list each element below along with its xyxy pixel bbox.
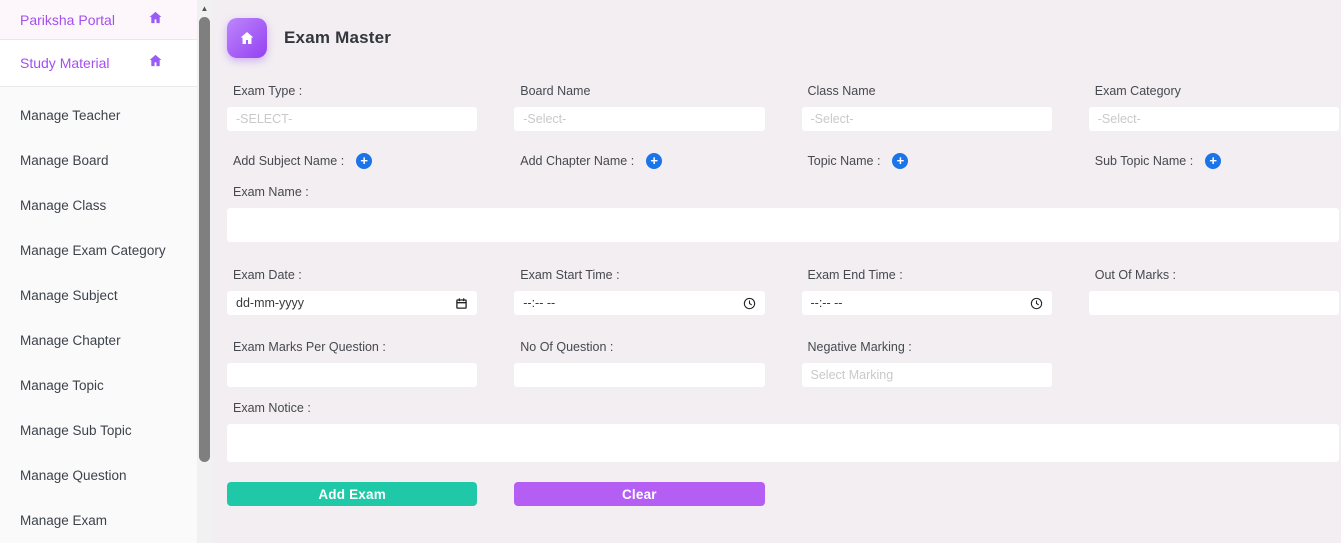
scrollbar-thumb[interactable] (199, 17, 210, 462)
clock-icon[interactable] (1030, 297, 1043, 310)
add-subject-plus-icon[interactable]: + (356, 153, 373, 169)
exam-date-label: Exam Date : (233, 268, 302, 282)
out-of-marks-input[interactable] (1088, 291, 1339, 315)
sidebar: Pariksha Portal Study Material Manage Te… (0, 0, 197, 543)
sidebar-item-manage-exam[interactable]: Manage Exam (20, 513, 108, 528)
field-negative-marking: Negative Marking : (801, 340, 1052, 387)
clock-icon[interactable] (743, 297, 756, 310)
page-title: Exam Master (284, 28, 392, 47)
marks-per-question-input[interactable] (227, 363, 478, 387)
sidebar-scrollbar[interactable]: ▲ (197, 0, 212, 543)
field-sub-topic-name: Sub Topic Name : + (1089, 153, 1339, 169)
exam-start-time-value: --:-- -- (523, 296, 556, 310)
sub-topic-name-label: Sub Topic Name : (1094, 154, 1194, 168)
out-of-marks-label: Out Of Marks : (1094, 268, 1177, 282)
home-icon (148, 53, 163, 73)
empty-cell (802, 482, 1052, 506)
exam-type-select[interactable] (227, 107, 478, 131)
sidebar-item-manage-board[interactable]: Manage Board (20, 153, 109, 168)
exam-name-label: Exam Name : (233, 185, 309, 199)
exam-end-time-value: --:-- -- (810, 296, 843, 310)
sidebar-item-manage-sub-topic[interactable]: Manage Sub Topic (20, 423, 132, 438)
topic-name-label: Topic Name : (807, 154, 881, 168)
sidebar-item-manage-chapter[interactable]: Manage Chapter (20, 333, 121, 348)
sidebar-item-manage-subject[interactable]: Manage Subject (20, 288, 118, 303)
field-no-of-question: No Of Question : (514, 340, 765, 387)
field-topic-name: Topic Name : + (802, 153, 1052, 169)
page-header: Exam Master (227, 18, 1339, 58)
exam-end-time-input[interactable]: --:-- -- (801, 291, 1052, 315)
field-exam-category: Exam Category (1088, 84, 1339, 131)
row-date-time: Exam Date : dd-mm-yyyy Exam Start Time :… (227, 268, 1339, 315)
add-topic-plus-icon[interactable]: + (892, 153, 909, 169)
exam-end-time-label: Exam End Time : (807, 268, 903, 282)
field-class-name: Class Name (801, 84, 1052, 131)
no-of-question-input[interactable] (514, 363, 765, 387)
empty-cell (1089, 340, 1339, 387)
sidebar-item-pariksha-portal[interactable]: Pariksha Portal (0, 0, 197, 41)
main-content: Exam Master Exam Type : Board Name Class… (212, 0, 1341, 543)
no-of-question-label: No Of Question : (520, 340, 614, 354)
home-icon (227, 18, 267, 58)
sidebar-item-manage-teacher[interactable]: Manage Teacher (20, 108, 121, 123)
calendar-icon[interactable] (455, 297, 468, 310)
field-add-subject: Add Subject Name : + (227, 153, 477, 169)
sidebar-item-manage-topic[interactable]: Manage Topic (20, 378, 104, 393)
exam-category-label: Exam Category (1094, 84, 1181, 98)
add-sub-topic-plus-icon[interactable]: + (1205, 153, 1222, 169)
field-exam-notice: Exam Notice : (227, 401, 1339, 462)
field-exam-start-time: Exam Start Time : --:-- -- (514, 268, 765, 315)
add-chapter-label: Add Chapter Name : (520, 154, 635, 168)
exam-notice-input[interactable] (227, 424, 1339, 462)
exam-notice-label: Exam Notice : (233, 401, 311, 415)
add-chapter-plus-icon[interactable]: + (646, 153, 663, 169)
sidebar-item-label: Study Material (20, 55, 110, 72)
exam-date-input[interactable]: dd-mm-yyyy (227, 291, 478, 315)
field-exam-date: Exam Date : dd-mm-yyyy (227, 268, 478, 315)
board-name-label: Board Name (520, 84, 591, 98)
field-exam-name: Exam Name : (227, 185, 1339, 242)
empty-cell (1089, 482, 1339, 506)
exam-category-select[interactable] (1088, 107, 1339, 131)
board-name-select[interactable] (514, 107, 765, 131)
sidebar-item-study-material[interactable]: Study Material (0, 40, 197, 87)
add-exam-button[interactable]: Add Exam (227, 482, 478, 506)
marks-per-question-label: Exam Marks Per Question : (233, 340, 386, 354)
clear-button[interactable]: Clear (514, 482, 765, 506)
sidebar-item-manage-exam-category[interactable]: Manage Exam Category (20, 243, 166, 258)
row-buttons: Add Exam Clear (227, 482, 1339, 506)
exam-start-time-label: Exam Start Time : (520, 268, 620, 282)
exam-name-input[interactable] (227, 208, 1339, 242)
field-add-chapter: Add Chapter Name : + (514, 153, 764, 169)
field-board-name: Board Name (514, 84, 765, 131)
class-name-select[interactable] (801, 107, 1052, 131)
exam-type-label: Exam Type : (233, 84, 303, 98)
row-select-fields: Exam Type : Board Name Class Name Exam C… (227, 84, 1339, 131)
sidebar-menu: Manage Teacher Manage Board Manage Class… (0, 87, 197, 543)
sidebar-item-manage-class[interactable]: Manage Class (20, 198, 107, 213)
negative-marking-label: Negative Marking : (807, 340, 912, 354)
scrollbar-up-arrow-icon[interactable]: ▲ (200, 3, 209, 13)
row-add-links: Add Subject Name : + Add Chapter Name : … (227, 153, 1339, 169)
add-subject-label: Add Subject Name : (233, 154, 345, 168)
field-exam-type: Exam Type : (227, 84, 478, 131)
exam-date-value: dd-mm-yyyy (236, 296, 305, 310)
class-name-label: Class Name (807, 84, 876, 98)
home-icon (148, 10, 163, 30)
field-exam-end-time: Exam End Time : --:-- -- (801, 268, 1052, 315)
field-out-of-marks: Out Of Marks : (1088, 268, 1339, 315)
row-marks: Exam Marks Per Question : No Of Question… (227, 340, 1339, 387)
sidebar-brand-label: Pariksha Portal (20, 11, 115, 28)
negative-marking-select[interactable] (801, 363, 1052, 387)
field-marks-per-question: Exam Marks Per Question : (227, 340, 478, 387)
sidebar-item-manage-question[interactable]: Manage Question (20, 468, 127, 483)
exam-start-time-input[interactable]: --:-- -- (514, 291, 765, 315)
